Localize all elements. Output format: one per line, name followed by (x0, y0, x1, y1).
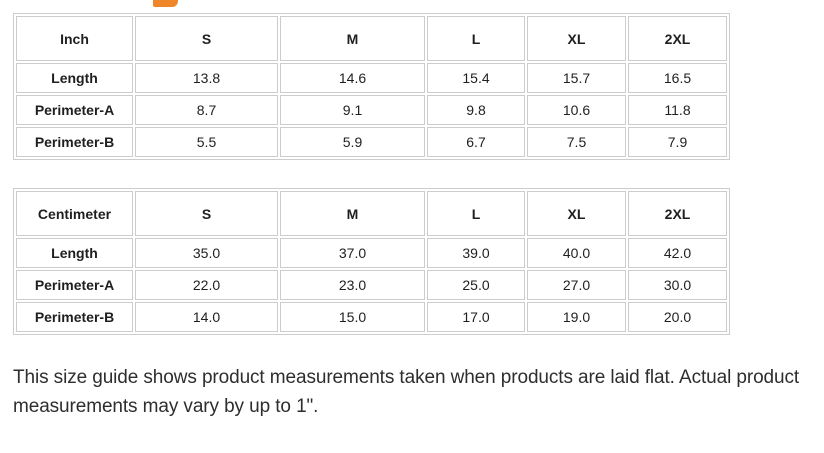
size-header-cell: M (280, 16, 425, 61)
table-row: Perimeter-B 14.0 15.0 17.0 19.0 20.0 (16, 302, 727, 332)
size-header-cell: S (135, 16, 278, 61)
value-cell: 14.6 (280, 63, 425, 93)
value-cell: 27.0 (527, 270, 626, 300)
value-cell: 9.8 (427, 95, 525, 125)
value-cell: 11.8 (628, 95, 727, 125)
row-label-cell: Perimeter-B (16, 127, 133, 157)
value-cell: 5.9 (280, 127, 425, 157)
row-label-cell: Perimeter-A (16, 270, 133, 300)
table-header-row: Inch S M L XL 2XL (16, 16, 727, 61)
clipped-heading-fragment (153, 0, 178, 7)
value-cell: 30.0 (628, 270, 727, 300)
size-header-cell: XL (527, 16, 626, 61)
table-row: Length 13.8 14.6 15.4 15.7 16.5 (16, 63, 727, 93)
size-header-cell: 2XL (628, 191, 727, 236)
value-cell: 19.0 (527, 302, 626, 332)
table-row: Perimeter-A 22.0 23.0 25.0 27.0 30.0 (16, 270, 727, 300)
value-cell: 15.4 (427, 63, 525, 93)
size-header-cell: XL (527, 191, 626, 236)
table-row: Perimeter-B 5.5 5.9 6.7 7.5 7.9 (16, 127, 727, 157)
size-guide-note: This size guide shows product measuremen… (13, 367, 800, 417)
value-cell: 25.0 (427, 270, 525, 300)
value-cell: 17.0 (427, 302, 525, 332)
table-row: Perimeter-A 8.7 9.1 9.8 10.6 11.8 (16, 95, 727, 125)
value-cell: 13.8 (135, 63, 278, 93)
value-cell: 14.0 (135, 302, 278, 332)
table-row: Length 35.0 37.0 39.0 40.0 42.0 (16, 238, 727, 268)
value-cell: 22.0 (135, 270, 278, 300)
table-header-row: Centimeter S M L XL 2XL (16, 191, 727, 236)
row-label-cell: Perimeter-B (16, 302, 133, 332)
value-cell: 35.0 (135, 238, 278, 268)
value-cell: 7.5 (527, 127, 626, 157)
row-label-cell: Perimeter-A (16, 95, 133, 125)
size-header-cell: M (280, 191, 425, 236)
value-cell: 6.7 (427, 127, 525, 157)
value-cell: 20.0 (628, 302, 727, 332)
unit-header-cell: Inch (16, 16, 133, 61)
value-cell: 16.5 (628, 63, 727, 93)
value-cell: 42.0 (628, 238, 727, 268)
value-cell: 10.6 (527, 95, 626, 125)
value-cell: 40.0 (527, 238, 626, 268)
value-cell: 15.0 (280, 302, 425, 332)
size-guide-section: Inch S M L XL 2XL Length 13.8 14.6 15.4 … (13, 13, 821, 421)
unit-header-cell: Centimeter (16, 191, 133, 236)
size-header-cell: L (427, 16, 525, 61)
inch-size-table: Inch S M L XL 2XL Length 13.8 14.6 15.4 … (13, 13, 730, 160)
value-cell: 7.9 (628, 127, 727, 157)
value-cell: 9.1 (280, 95, 425, 125)
size-header-cell: S (135, 191, 278, 236)
value-cell: 8.7 (135, 95, 278, 125)
value-cell: 23.0 (280, 270, 425, 300)
size-header-cell: 2XL (628, 16, 727, 61)
value-cell: 37.0 (280, 238, 425, 268)
value-cell: 15.7 (527, 63, 626, 93)
row-label-cell: Length (16, 238, 133, 268)
value-cell: 5.5 (135, 127, 278, 157)
value-cell: 39.0 (427, 238, 525, 268)
size-header-cell: L (427, 191, 525, 236)
row-label-cell: Length (16, 63, 133, 93)
centimeter-size-table: Centimeter S M L XL 2XL Length 35.0 37.0… (13, 188, 730, 335)
